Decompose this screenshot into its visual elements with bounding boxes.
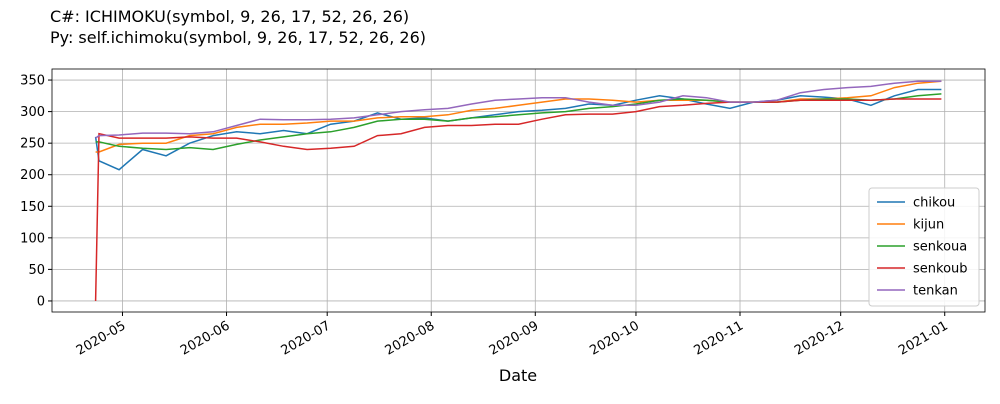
legend-label: kijun	[913, 218, 944, 233]
y-tick-label: 150	[20, 200, 45, 215]
series-line	[94, 88, 942, 171]
x-tick-label: 2020-07	[279, 318, 334, 358]
title-line: Py: self.ichimoku(symbol, 9, 26, 17, 52,…	[50, 28, 426, 47]
legend-label: tenkan	[913, 284, 958, 299]
y-tick-label: 200	[20, 168, 45, 183]
series-line	[95, 80, 942, 139]
x-tick-label: 2020-08	[383, 318, 438, 358]
series-line	[94, 98, 942, 302]
y-tick-label: 100	[20, 231, 45, 246]
plot-frame	[51, 68, 986, 313]
x-tick-label: 2020-09	[487, 318, 542, 358]
y-tick-label: 0	[37, 294, 45, 309]
y-tick-label: 300	[20, 105, 45, 120]
x-tick-label: 2020-11	[691, 318, 746, 358]
series-line	[95, 80, 942, 153]
legend-label: senkoub	[913, 262, 968, 277]
x-axis-label: Date	[499, 366, 537, 385]
title-line: C#: ICHIMOKU(symbol, 9, 26, 17, 52, 26, …	[50, 7, 409, 26]
y-tick-label: 50	[28, 263, 45, 278]
x-tick-label: 2020-06	[178, 318, 233, 358]
x-tick-label: 2020-05	[74, 318, 129, 358]
x-tick-label: 2020-12	[792, 318, 847, 358]
x-tick-label: 2020-10	[587, 318, 642, 358]
y-tick-label: 350	[20, 74, 45, 89]
legend-label: senkoua	[913, 240, 967, 255]
legend-label: chikou	[913, 196, 955, 211]
series-line	[95, 93, 942, 151]
x-tick-label: 2021-01	[896, 318, 951, 358]
legend-box	[868, 187, 980, 307]
y-tick-label: 250	[20, 137, 45, 152]
